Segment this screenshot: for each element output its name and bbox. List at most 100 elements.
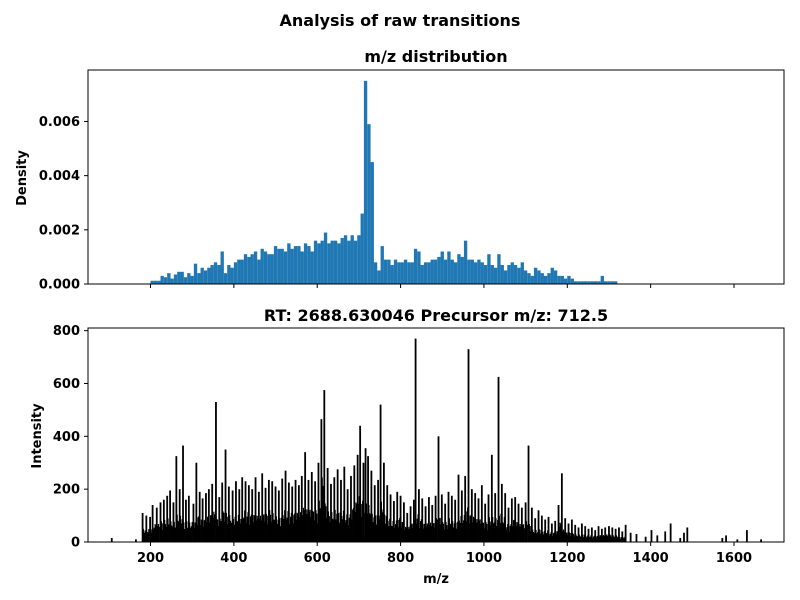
spectrum-peak <box>403 502 405 542</box>
histogram-bar <box>413 248 418 284</box>
spectrum-noise-peak <box>562 530 564 542</box>
spectrum-noise-peak <box>394 527 396 542</box>
spectrum-noise-peak <box>173 522 175 542</box>
spectrum-peak <box>238 489 241 542</box>
histogram-bar <box>570 278 574 284</box>
histogram-bar <box>527 273 531 284</box>
histogram-bar <box>613 281 618 284</box>
histogram-bar <box>290 248 294 284</box>
histogram-bar <box>547 273 551 284</box>
spectrum-noise-peak <box>515 526 517 542</box>
spectrum-noise-peak <box>556 531 558 542</box>
spectrum-noise-peak <box>181 519 183 542</box>
spectrum-noise-peak <box>622 537 624 542</box>
spectrum-noise-peak <box>502 523 505 542</box>
spectrum-noise-peak <box>280 517 282 542</box>
spectrum-noise-peak <box>341 515 343 542</box>
histogram-bar <box>517 267 521 284</box>
spectrum-noise-peak <box>508 531 510 542</box>
spectrum-noise-peak <box>382 509 384 542</box>
spectrum-peak <box>356 454 359 542</box>
spectrum-noise-peak <box>430 525 433 542</box>
histogram-bar <box>383 259 388 284</box>
spectrum-noise-peak <box>466 511 468 542</box>
spectrum-peak <box>373 485 376 542</box>
spectrum-noise-peak <box>253 515 255 542</box>
spectrum-noise-peak <box>308 511 310 542</box>
histogram-bar <box>607 281 611 284</box>
spectrum-peak <box>736 539 739 542</box>
histogram-bar <box>180 271 184 284</box>
spectrum-peak <box>399 495 402 542</box>
spectrum-noise-peak <box>465 521 467 542</box>
spectrum-noise-peak <box>536 533 538 542</box>
spectrum-peak <box>564 518 567 542</box>
spectrum-noise-peak <box>560 524 562 542</box>
spectrum-noise-peak <box>384 523 387 542</box>
spectrum-peak <box>227 486 230 542</box>
spectrum-peak <box>597 526 600 542</box>
spectrum-noise-peak <box>502 522 504 542</box>
spectrum-peak <box>530 507 533 542</box>
spectrum-peak <box>182 445 184 542</box>
spectrum-noise-peak <box>434 527 436 542</box>
spectrum-noise-peak <box>329 522 331 542</box>
spectrum-noise-peak <box>290 512 292 542</box>
spectrum-peak <box>187 495 190 542</box>
spectrum-peak <box>629 532 632 542</box>
spectrum-noise-peak <box>189 527 192 542</box>
spectrum-peak <box>166 495 169 542</box>
spectrum-noise-peak <box>227 524 229 542</box>
spectrum-noise-peak <box>482 522 485 542</box>
spectrum-peak <box>550 523 553 542</box>
spectrum-peak <box>192 503 195 542</box>
spectrum-noise-peak <box>624 536 626 542</box>
spectrum-noise-peak <box>397 527 399 542</box>
spectrum-noise-peak <box>161 523 163 542</box>
spectrum-peak <box>664 531 667 542</box>
spectrum-noise-peak <box>322 485 324 542</box>
spectrum-peak <box>336 469 339 542</box>
spectrum-peak <box>235 481 237 542</box>
histogram-bar <box>303 243 308 284</box>
spectrum-noise-peak <box>542 534 545 542</box>
spectrum-noise-peak <box>455 522 457 542</box>
spectrum-peak <box>389 494 392 542</box>
spectrum-noise-peak <box>567 534 569 542</box>
spectrum-noise-peak <box>506 527 508 542</box>
spectrum-peak <box>760 539 762 542</box>
spectrum-noise-peak <box>478 520 480 542</box>
histogram-bar <box>280 248 284 284</box>
histogram-bar <box>353 240 358 284</box>
histogram-bar <box>373 262 378 284</box>
spectrum-peak <box>297 485 300 542</box>
spectrum-noise-peak <box>267 524 269 542</box>
spectrum-noise-peak <box>405 528 408 542</box>
spectrum-noise-peak <box>284 510 286 542</box>
spectrum-noise-peak <box>210 515 212 542</box>
histogram-bar <box>253 251 258 284</box>
spectrum-noise-peak <box>275 516 277 542</box>
histogram-bar <box>387 259 391 284</box>
spectrum-peak <box>557 505 560 542</box>
spectrum-noise-peak <box>361 504 363 542</box>
histogram-bar <box>237 259 241 284</box>
spectrum-noise-peak <box>193 527 195 542</box>
spectrum-noise-peak <box>520 526 522 542</box>
histogram-bar <box>360 213 364 284</box>
histogram-bar <box>600 275 604 284</box>
spectrum-noise-peak <box>492 516 494 542</box>
histogram-yticks: 0.000 0.002 0.004 0.006 <box>39 115 88 293</box>
spectrum-noise-peak <box>254 515 256 542</box>
spectrum-peak <box>284 470 287 542</box>
spectrum-noise-peak <box>565 532 567 542</box>
spectrum-noise-peak <box>246 516 248 542</box>
spectrum-noise-peak <box>513 519 515 542</box>
spectrum-peak <box>370 470 373 542</box>
spectrum-peak <box>574 524 577 542</box>
histogram-bar <box>363 80 368 284</box>
spectrum-peak <box>434 495 437 542</box>
spectrum-noise-peak <box>563 531 565 542</box>
spectrum-noise-peak <box>535 529 537 542</box>
spectrum-peak <box>725 535 727 542</box>
